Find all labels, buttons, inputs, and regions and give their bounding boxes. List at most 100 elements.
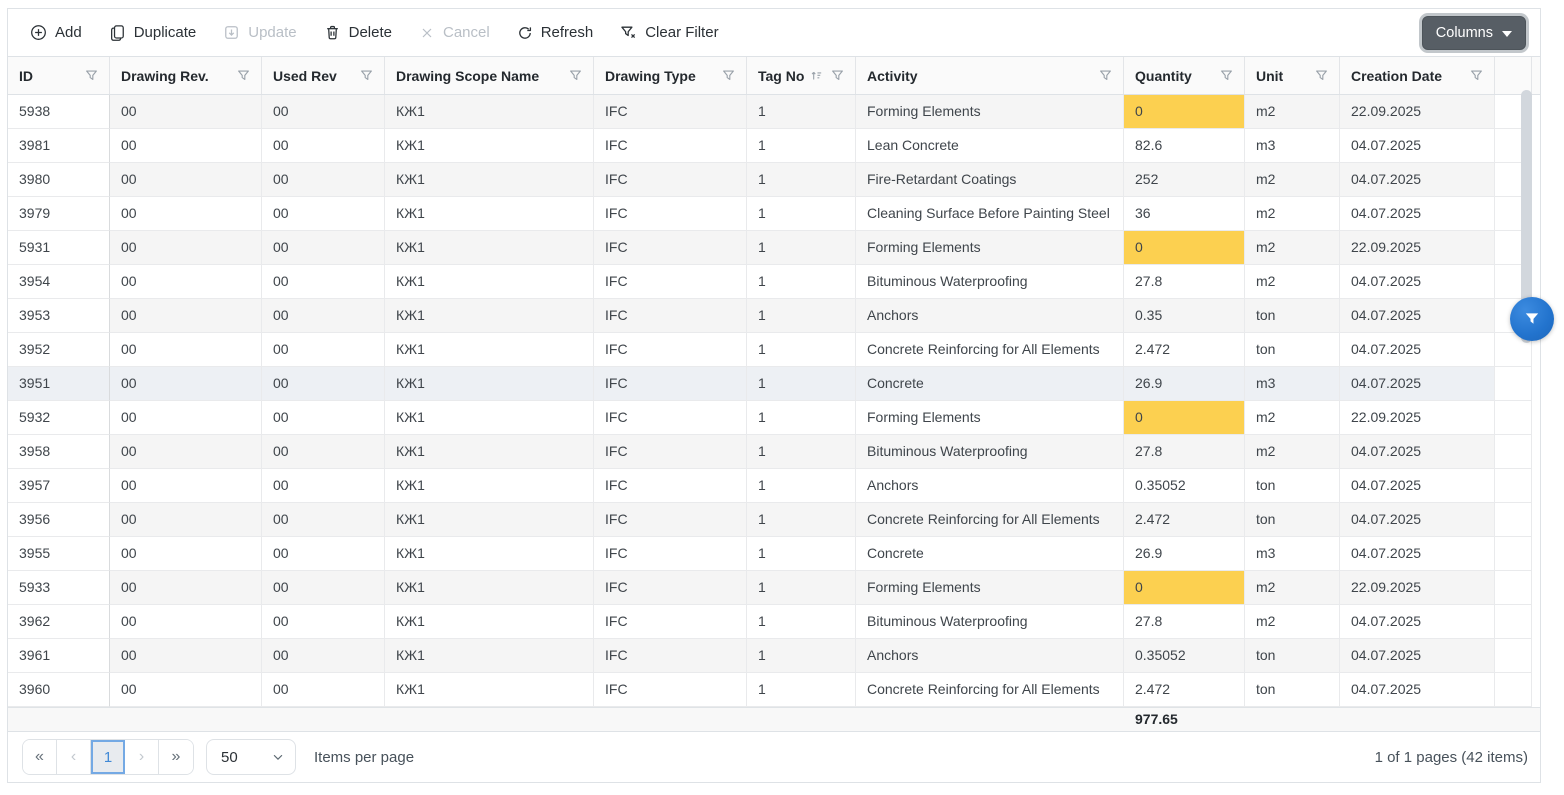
cell-id[interactable]: 3952 [8, 333, 110, 367]
cell-type[interactable]: IFC [594, 333, 747, 367]
cell-date[interactable]: 04.07.2025 [1340, 333, 1495, 367]
cell-tag[interactable]: 1 [747, 231, 856, 265]
cell-drawing_rev[interactable]: 00 [110, 639, 262, 673]
cell-used_rev[interactable]: 00 [262, 673, 385, 707]
cell-date[interactable]: 04.07.2025 [1340, 503, 1495, 537]
column-header-scope[interactable]: Drawing Scope Name [385, 57, 594, 94]
cell-quantity[interactable]: 0.35 [1124, 299, 1245, 333]
column-header-id[interactable]: ID [8, 57, 110, 94]
cell-drawing_rev[interactable]: 00 [110, 571, 262, 605]
cell-scope[interactable]: КЖ1 [385, 639, 594, 673]
cell-type[interactable]: IFC [594, 265, 747, 299]
cell-type[interactable]: IFC [594, 163, 747, 197]
cell-scope[interactable]: КЖ1 [385, 605, 594, 639]
cell-activity[interactable]: Lean Concrete [856, 129, 1124, 163]
table-row[interactable]: 3954 00 00 КЖ1 IFC 1 Bituminous Waterproofing 2… [8, 265, 1540, 299]
table-row[interactable]: 3960 00 00 КЖ1 IFC 1 Concrete Reinforcing for … [8, 673, 1540, 707]
cell-drawing_rev[interactable]: 00 [110, 435, 262, 469]
cell-unit[interactable]: ton [1245, 639, 1340, 673]
cell-activity[interactable]: Bituminous Waterproofing [856, 265, 1124, 299]
cell-activity[interactable]: Concrete Reinforcing for All Elements [856, 503, 1124, 537]
cell-used_rev[interactable]: 00 [262, 95, 385, 129]
cell-activity[interactable]: Concrete [856, 367, 1124, 401]
current-page-button[interactable]: 1 [91, 740, 125, 774]
cell-date[interactable]: 04.07.2025 [1340, 299, 1495, 333]
cell-drawing_rev[interactable]: 00 [110, 673, 262, 707]
cell-used_rev[interactable]: 00 [262, 265, 385, 299]
cell-id[interactable]: 5931 [8, 231, 110, 265]
cell-quantity[interactable]: 0 [1124, 401, 1245, 435]
cell-date[interactable]: 04.07.2025 [1340, 469, 1495, 503]
cell-quantity[interactable]: 2.472 [1124, 503, 1245, 537]
cell-activity[interactable]: Anchors [856, 299, 1124, 333]
clear-filter-button[interactable]: Clear Filter [608, 18, 730, 47]
cell-activity[interactable]: Forming Elements [856, 401, 1124, 435]
page-size-select[interactable]: 50 [206, 739, 296, 775]
cell-tag[interactable]: 1 [747, 469, 856, 503]
cell-quantity[interactable]: 2.472 [1124, 673, 1245, 707]
cell-id[interactable]: 3962 [8, 605, 110, 639]
filter-fab-button[interactable] [1510, 297, 1554, 341]
cell-type[interactable]: IFC [594, 231, 747, 265]
cell-date[interactable]: 04.07.2025 [1340, 265, 1495, 299]
cell-used_rev[interactable]: 00 [262, 367, 385, 401]
cell-tag[interactable]: 1 [747, 129, 856, 163]
cell-used_rev[interactable]: 00 [262, 333, 385, 367]
cell-date[interactable]: 22.09.2025 [1340, 571, 1495, 605]
cell-date[interactable]: 04.07.2025 [1340, 673, 1495, 707]
table-row[interactable]: 5933 00 00 КЖ1 IFC 1 Forming Elements 0 m2 22.09.… [8, 571, 1540, 605]
cell-type[interactable]: IFC [594, 673, 747, 707]
filter-funnel-icon[interactable] [359, 68, 374, 83]
cell-unit[interactable]: m3 [1245, 129, 1340, 163]
filter-funnel-icon[interactable] [568, 68, 583, 83]
cell-tag[interactable]: 1 [747, 95, 856, 129]
cell-drawing_rev[interactable]: 00 [110, 231, 262, 265]
cell-type[interactable]: IFC [594, 401, 747, 435]
cell-drawing_rev[interactable]: 00 [110, 265, 262, 299]
cell-tag[interactable]: 1 [747, 605, 856, 639]
previous-page-button[interactable]: ‹ [57, 740, 91, 774]
cell-used_rev[interactable]: 00 [262, 299, 385, 333]
cell-date[interactable]: 04.07.2025 [1340, 367, 1495, 401]
cell-id[interactable]: 3953 [8, 299, 110, 333]
cell-used_rev[interactable]: 00 [262, 197, 385, 231]
cell-tag[interactable]: 1 [747, 265, 856, 299]
column-header-unit[interactable]: Unit [1245, 57, 1340, 94]
columns-button[interactable]: Columns [1421, 15, 1526, 50]
column-header-drawing_rev[interactable]: Drawing Rev. [110, 57, 262, 94]
cell-id[interactable]: 3980 [8, 163, 110, 197]
cell-tag[interactable]: 1 [747, 367, 856, 401]
cell-type[interactable]: IFC [594, 129, 747, 163]
cell-drawing_rev[interactable]: 00 [110, 95, 262, 129]
cell-scope[interactable]: КЖ1 [385, 435, 594, 469]
cell-scope[interactable]: КЖ1 [385, 197, 594, 231]
cell-id[interactable]: 3979 [8, 197, 110, 231]
cell-drawing_rev[interactable]: 00 [110, 197, 262, 231]
table-row[interactable]: 3958 00 00 КЖ1 IFC 1 Bituminous Waterproofing 2… [8, 435, 1540, 469]
delete-button[interactable]: Delete [312, 18, 404, 47]
cell-id[interactable]: 3951 [8, 367, 110, 401]
cell-tag[interactable]: 1 [747, 299, 856, 333]
filter-funnel-icon[interactable] [1314, 68, 1329, 83]
cell-quantity[interactable]: 36 [1124, 197, 1245, 231]
cell-id[interactable]: 5932 [8, 401, 110, 435]
column-header-activity[interactable]: Activity [856, 57, 1124, 94]
cell-scope[interactable]: КЖ1 [385, 163, 594, 197]
filter-funnel-icon[interactable] [1098, 68, 1113, 83]
cell-used_rev[interactable]: 00 [262, 605, 385, 639]
cell-activity[interactable]: Anchors [856, 469, 1124, 503]
cell-id[interactable]: 5938 [8, 95, 110, 129]
cell-activity[interactable]: Concrete Reinforcing for All Elements [856, 673, 1124, 707]
cell-activity[interactable]: Concrete [856, 537, 1124, 571]
cell-quantity[interactable]: 27.8 [1124, 605, 1245, 639]
filter-funnel-icon[interactable] [1219, 68, 1234, 83]
cell-scope[interactable]: КЖ1 [385, 95, 594, 129]
table-row[interactable]: 3962 00 00 КЖ1 IFC 1 Bituminous Waterproofing 2… [8, 605, 1540, 639]
cell-tag[interactable]: 1 [747, 639, 856, 673]
filter-funnel-icon[interactable] [830, 68, 845, 83]
filter-funnel-icon[interactable] [236, 68, 251, 83]
table-row[interactable]: 3955 00 00 КЖ1 IFC 1 Concrete 26.9 m3 04.07.2025 [8, 537, 1540, 571]
cell-type[interactable]: IFC [594, 299, 747, 333]
last-page-button[interactable]: » [159, 740, 193, 774]
cell-used_rev[interactable]: 00 [262, 503, 385, 537]
